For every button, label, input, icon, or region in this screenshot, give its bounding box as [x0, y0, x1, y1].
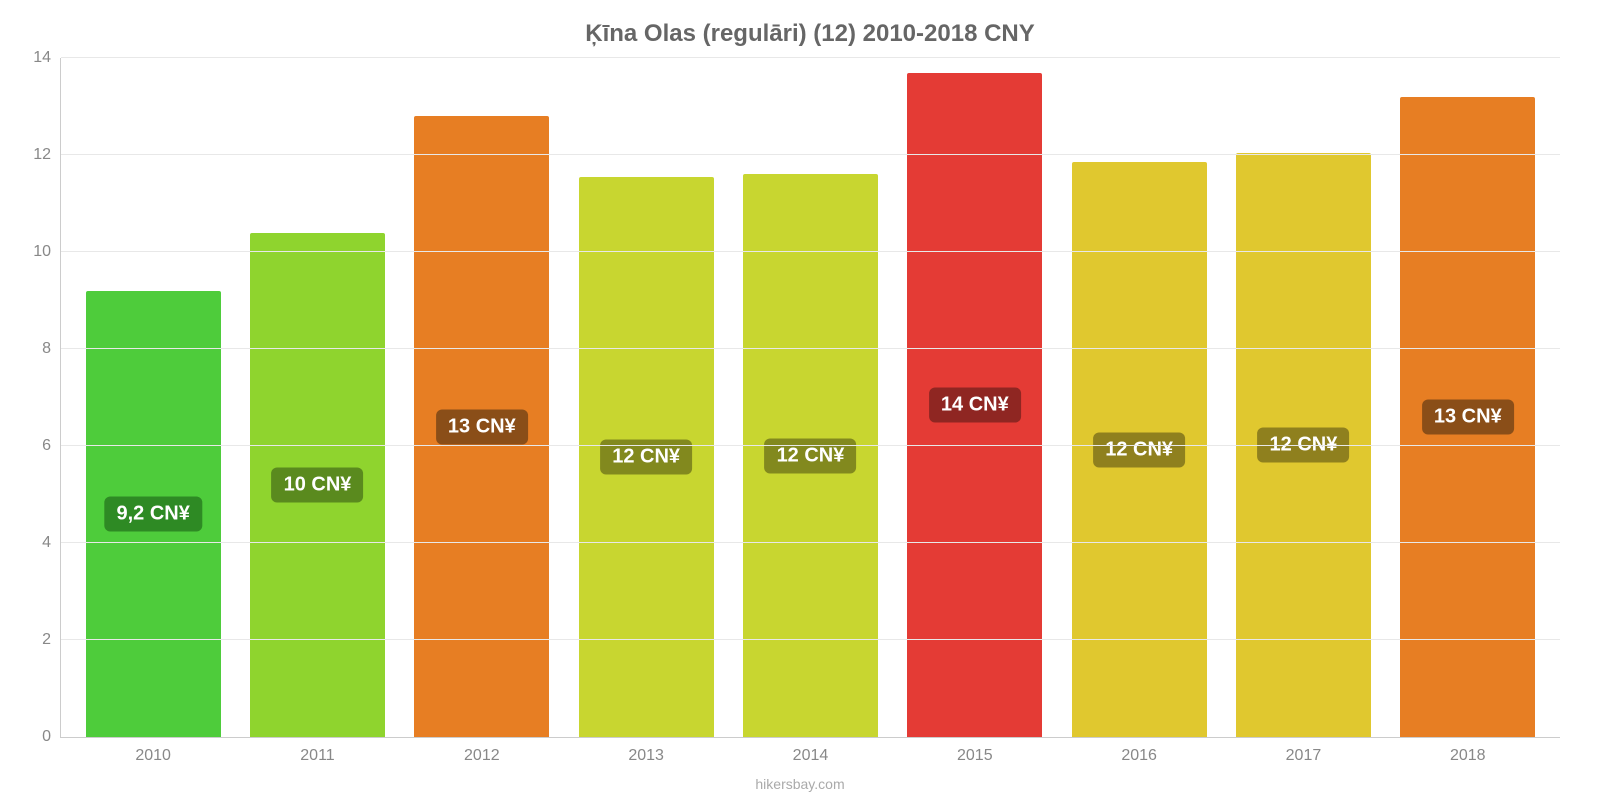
gridline [61, 251, 1560, 252]
x-tick-label: 2015 [957, 737, 993, 765]
bar: 13 CN¥ [1400, 97, 1535, 737]
y-tick-label: 2 [42, 631, 61, 649]
bar-value-label: 13 CN¥ [1422, 399, 1514, 434]
x-tick-label: 2014 [793, 737, 829, 765]
bars-group: 9,2 CN¥201010 CN¥201113 CN¥201212 CN¥201… [61, 58, 1560, 737]
x-tick-label: 2016 [1121, 737, 1157, 765]
x-tick-label: 2013 [628, 737, 664, 765]
bar-slot: 12 CN¥2013 [564, 58, 728, 737]
y-tick-label: 8 [42, 340, 61, 358]
x-tick-label: 2017 [1286, 737, 1322, 765]
bar-slot: 13 CN¥2012 [400, 58, 564, 737]
bar: 10 CN¥ [250, 233, 385, 737]
x-tick-label: 2010 [135, 737, 171, 765]
plot-area: 9,2 CN¥201010 CN¥201113 CN¥201212 CN¥201… [60, 58, 1560, 738]
bar: 9,2 CN¥ [86, 291, 221, 737]
gridline [61, 348, 1560, 349]
bar-slot: 14 CN¥2015 [893, 58, 1057, 737]
gridline [61, 57, 1560, 58]
bar-value-label: 10 CN¥ [272, 467, 364, 502]
bar: 14 CN¥ [907, 73, 1042, 737]
bar: 12 CN¥ [579, 177, 714, 737]
bar-value-label: 13 CN¥ [436, 409, 528, 444]
bar-value-label: 14 CN¥ [929, 387, 1021, 422]
bar: 12 CN¥ [1072, 162, 1207, 737]
bar-slot: 13 CN¥2018 [1386, 58, 1550, 737]
gridline [61, 445, 1560, 446]
bar-slot: 12 CN¥2016 [1057, 58, 1221, 737]
attribution-text: hikersbay.com [755, 776, 844, 792]
bar-value-label: 9,2 CN¥ [104, 496, 201, 531]
chart-container: Ķīna Olas (regulāri) (12) 2010-2018 CNY … [0, 0, 1600, 800]
bar-value-label: 12 CN¥ [1093, 432, 1185, 467]
y-tick-label: 14 [33, 49, 61, 67]
x-tick-label: 2018 [1450, 737, 1486, 765]
y-tick-label: 0 [42, 728, 61, 746]
x-tick-label: 2011 [300, 737, 334, 765]
bar-slot: 12 CN¥2014 [728, 58, 892, 737]
bar-slot: 10 CN¥2011 [235, 58, 399, 737]
bar: 13 CN¥ [414, 116, 549, 737]
gridline [61, 542, 1560, 543]
bar-slot: 12 CN¥2017 [1221, 58, 1385, 737]
y-tick-label: 10 [33, 243, 61, 261]
gridline [61, 154, 1560, 155]
y-tick-label: 12 [33, 146, 61, 164]
x-tick-label: 2012 [464, 737, 500, 765]
bar-slot: 9,2 CN¥2010 [71, 58, 235, 737]
y-tick-label: 4 [42, 534, 61, 552]
gridline [61, 639, 1560, 640]
bar: 12 CN¥ [743, 174, 878, 737]
bar-value-label: 12 CN¥ [765, 438, 857, 473]
chart-title: Ķīna Olas (regulāri) (12) 2010-2018 CNY [60, 20, 1560, 48]
y-tick-label: 6 [42, 437, 61, 455]
